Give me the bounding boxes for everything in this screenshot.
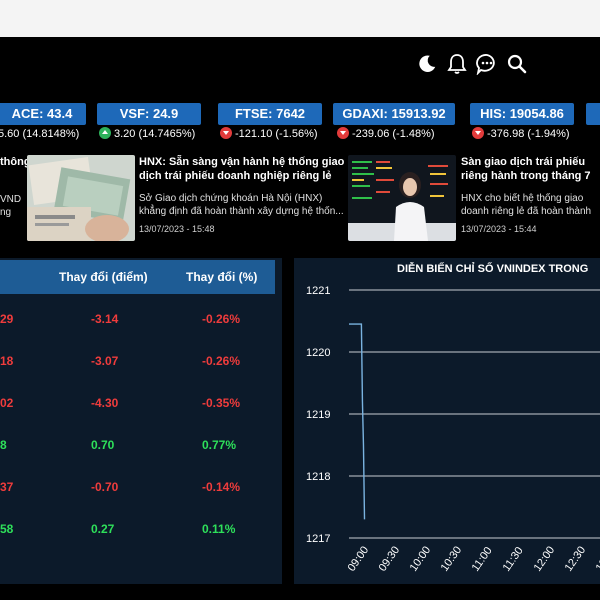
news-title[interactable]: Sàn giao dịch trái phiếu riêng hành tron… <box>461 156 591 182</box>
change-percent-cell: -0.26% <box>202 354 241 368</box>
y-tick-label: 1221 <box>306 285 330 297</box>
bell-icon[interactable] <box>446 53 468 75</box>
news-thumbnail[interactable] <box>27 155 135 241</box>
column-header-change-percent[interactable]: Thay đổi (%) <box>186 270 258 284</box>
chart-title: DIỄN BIẾN CHỈ SỐ VNINDEX TRONG <box>397 263 589 275</box>
news-item[interactable]: thông VND ng <box>0 155 31 245</box>
ticker-change: 5.60 (14.8148%) <box>0 126 79 142</box>
x-tick-label: 13:00 <box>594 544 600 573</box>
news-date: 13/07/2023 - 15:48 <box>139 224 215 234</box>
ticker-next-partial[interactable] <box>586 100 600 144</box>
ticker-change-value: 3.20 (14.7465%) <box>114 128 196 140</box>
index-value-cell: 02 <box>0 396 14 410</box>
news-date: 13/07/2023 - 15:44 <box>461 224 537 234</box>
news-thumbnail[interactable] <box>348 155 456 241</box>
x-tick-label: 11:30 <box>501 545 526 574</box>
change-percent-cell: 0.11% <box>202 522 236 536</box>
change-points-cell: -0.70 <box>91 480 119 494</box>
ticker-ace[interactable]: ACE: 43.4 5.60 (14.8148%) <box>0 100 86 144</box>
index-value-cell: 29 <box>0 312 14 326</box>
change-points-cell: -3.14 <box>91 312 119 326</box>
ticker-label: FTSE: 7642 <box>218 103 322 125</box>
news-title[interactable]: thông <box>0 156 31 168</box>
index-table-header: Thay đổi (điểm) Thay đổi (%) <box>0 260 275 294</box>
index-value-cell: 8 <box>0 438 7 452</box>
x-tick-label: 11:00 <box>470 545 495 574</box>
ticker-label: VSF: 24.9 <box>97 103 201 125</box>
series-line <box>349 323 366 520</box>
browser-top-bar <box>0 0 600 37</box>
ticker-change-value: 5.60 (14.8148%) <box>0 128 80 140</box>
ticker-ftse[interactable]: FTSE: 7642 -121.10 (-1.56%) <box>218 100 322 144</box>
index-value-cell: 37 <box>0 480 14 494</box>
search-icon[interactable] <box>506 53 528 75</box>
ticker-his[interactable]: HIS: 19054.86 -376.98 (-1.94%) <box>470 100 574 144</box>
arrow-down-icon <box>220 127 232 139</box>
change-percent-cell: -0.14% <box>202 480 241 494</box>
y-tick-label: 1219 <box>306 409 330 421</box>
table-row[interactable]: 58 0.27 0.11% <box>0 512 275 548</box>
chat-icon[interactable] <box>476 53 498 75</box>
news-thumbnail-image <box>348 155 456 241</box>
vnindex-line-chart[interactable]: 1221 1220 1219 1218 1217 09:00 09:30 10:00 10:30… <box>294 258 600 584</box>
x-tick-label: 12:30 <box>563 544 589 573</box>
news-item[interactable]: HNX: Sẵn sàng vận hành hệ thống giao dịc… <box>27 155 345 245</box>
table-row[interactable]: 29 -3.14 -0.26% <box>0 302 275 338</box>
x-tick-label: 12:00 <box>532 544 558 573</box>
table-row[interactable]: 37 -0.70 -0.14% <box>0 470 275 506</box>
change-percent-cell: -0.35% <box>202 396 241 410</box>
x-tick-label: 10:30 <box>439 544 465 573</box>
news-item[interactable]: Sàn giao dịch trái phiếu riêng hành tron… <box>348 155 600 245</box>
news-desc: VND ng <box>0 194 22 218</box>
news-title[interactable]: HNX: Sẵn sàng vận hành hệ thống giao dịc… <box>139 156 345 182</box>
arrow-down-icon <box>337 127 349 139</box>
ticker-change: 3.20 (14.7465%) <box>99 126 195 142</box>
change-points-cell: -3.07 <box>91 354 119 368</box>
ticker-change-value: -239.06 (-1.48%) <box>352 128 435 140</box>
ticker-label: ACE: 43.4 <box>0 103 86 125</box>
ticker-label: HIS: 19054.86 <box>470 103 574 125</box>
ticker-change: -376.98 (-1.94%) <box>472 126 570 142</box>
y-tick-label: 1220 <box>306 347 330 359</box>
change-percent-cell: 0.77% <box>202 438 237 452</box>
arrow-down-icon <box>472 127 484 139</box>
ticker-change-value: -121.10 (-1.56%) <box>235 128 318 140</box>
ticker-change: -121.10 (-1.56%) <box>220 126 318 142</box>
change-points-cell: 0.27 <box>91 522 115 536</box>
x-tick-label: 10:00 <box>408 544 434 573</box>
vnindex-chart-panel: DIỄN BIẾN CHỈ SỐ VNINDEX TRONG 1221 1220 1… <box>294 258 600 584</box>
ticker-strip: ACE: 43.4 5.60 (14.8148%) VSF: 24.9 3.20… <box>0 100 600 144</box>
table-row[interactable]: 02 -4.30 -0.35% <box>0 386 275 422</box>
ticker-change-value: -376.98 (-1.94%) <box>487 128 570 140</box>
ticker-label: GDAXI: 15913.92 <box>333 103 455 125</box>
news-desc: HNX cho biết hệ thống giao doanh riêng l… <box>461 193 592 217</box>
change-points-cell: 0.70 <box>91 438 115 452</box>
arrow-up-icon <box>99 127 111 139</box>
y-tick-label: 1218 <box>306 471 330 483</box>
moon-icon[interactable] <box>416 53 438 75</box>
y-tick-label: 1217 <box>306 533 330 545</box>
index-value-cell: 58 <box>0 522 14 536</box>
header-bar <box>0 37 600 97</box>
index-table-panel: Thay đổi (điểm) Thay đổi (%) 29 -3.14 -0.2… <box>0 258 282 584</box>
ticker-vsf[interactable]: VSF: 24.9 3.20 (14.7465%) <box>97 100 201 144</box>
ticker-gdaxi[interactable]: GDAXI: 15913.92 -239.06 (-1.48%) <box>333 100 455 144</box>
news-desc: Sở Giao dịch chứng khoán Hà Nội (HNX) kh… <box>139 193 344 217</box>
table-row[interactable]: 18 -3.07 -0.26% <box>0 344 275 380</box>
change-percent-cell: -0.26% <box>202 312 241 326</box>
x-tick-label: 09:30 <box>377 544 403 573</box>
column-header-change-points[interactable]: Thay đổi (điểm) <box>59 270 148 284</box>
header-icons <box>416 53 528 75</box>
index-value-cell: 18 <box>0 354 14 368</box>
table-row[interactable]: 8 0.70 0.77% <box>0 428 275 464</box>
change-points-cell: -4.30 <box>91 396 119 410</box>
x-tick-label: 09:00 <box>346 544 372 573</box>
news-thumbnail-image <box>27 155 135 241</box>
ticker-label <box>586 103 600 125</box>
ticker-change: -239.06 (-1.48%) <box>337 126 435 142</box>
